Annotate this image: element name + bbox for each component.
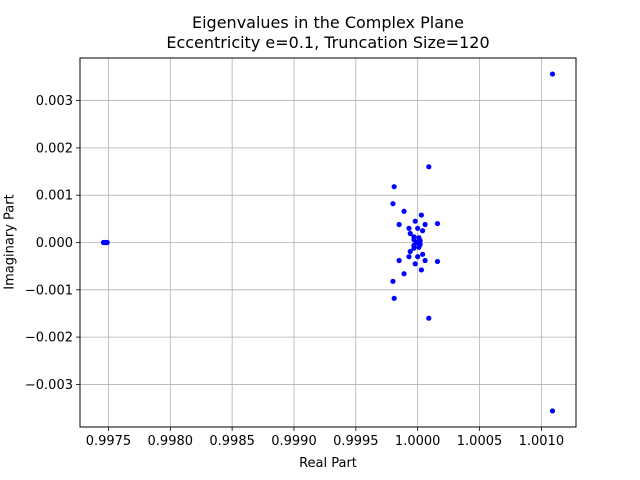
chart-subtitle: Eccentricity e=0.1, Truncation Size=120: [166, 33, 489, 52]
y-axis-label: Imaginary Part: [3, 194, 18, 289]
eigenvalue-point: [412, 218, 418, 224]
eigenvalue-point: [396, 257, 402, 264]
x-tick-label: 0.9985: [209, 434, 255, 449]
x-tick-label: 1.0000: [395, 434, 441, 449]
data-points: [100, 71, 556, 414]
y-tick-label: −0.001: [25, 283, 73, 298]
x-tick-label: 0.9980: [148, 434, 194, 449]
y-tick-label: 0.002: [36, 141, 73, 156]
y-tick-label: 0.000: [36, 236, 73, 251]
eigenvalue-point: [549, 71, 556, 77]
eigenvalue-point: [396, 221, 402, 228]
x-tick-label: 0.9990: [271, 434, 317, 449]
eigenvalue-point: [401, 208, 407, 214]
eigenvalue-point: [390, 278, 396, 284]
x-tick-label: 1.0010: [519, 434, 565, 449]
x-axis-label: Real Part: [299, 456, 357, 471]
eigenvalue-point: [390, 201, 396, 207]
eigenvalue-point: [420, 251, 426, 257]
eigenvalue-point: [401, 271, 407, 277]
eigenvalue-point: [406, 225, 412, 231]
eigenvalue-point: [407, 248, 413, 255]
x-tick-label: 0.9975: [86, 434, 132, 449]
eigenvalue-point: [434, 220, 441, 227]
eigenvalue-point: [420, 228, 426, 234]
eigenvalue-point: [415, 254, 421, 260]
eigenvalue-point: [418, 212, 424, 218]
x-tick-label: 1.0005: [457, 434, 503, 449]
y-tick-label: −0.002: [25, 331, 73, 346]
y-tick-label: −0.003: [25, 378, 73, 393]
eigenvalue-point: [426, 164, 432, 170]
eigenvalue-point: [549, 408, 556, 414]
y-axis-ticks: −0.003 −0.002 −0.001 0.000 0.001 0.002 0.003: [25, 94, 80, 393]
eigenvalue-point: [434, 258, 441, 265]
eigenvalue-point: [406, 254, 412, 260]
eigenvalue-point: [415, 225, 421, 231]
eigenvalue-point: [407, 230, 413, 237]
eigenvalue-point: [104, 239, 110, 246]
eigenvalue-point: [422, 221, 428, 228]
chart-title: Eigenvalues in the Complex Plane: [192, 13, 464, 32]
eigenvalue-point: [391, 295, 397, 301]
eigenvalue-point: [416, 239, 422, 246]
eigenvalue-point: [391, 184, 397, 190]
eigenvalue-point: [426, 315, 432, 321]
x-axis-ticks: 0.9975 0.9980 0.9985 0.9990 0.9995 1.0000 1.00…: [86, 427, 564, 449]
y-tick-label: 0.001: [36, 189, 73, 204]
x-tick-label: 0.9995: [333, 434, 379, 449]
eigenvalue-point: [412, 261, 418, 267]
eigenvalue-point: [422, 257, 428, 264]
y-tick-label: 0.003: [36, 94, 73, 109]
eigenvalue-point: [418, 267, 424, 273]
